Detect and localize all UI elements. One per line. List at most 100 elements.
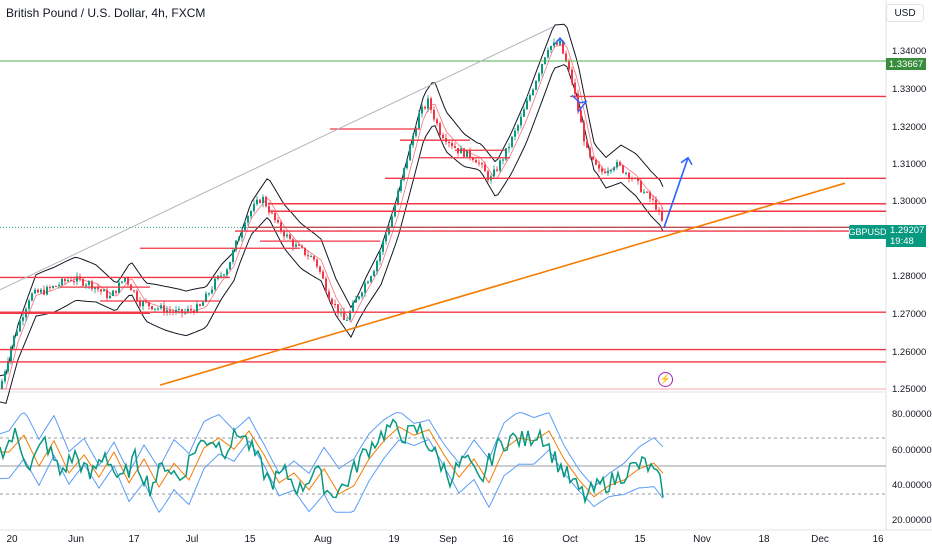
candle-body xyxy=(649,192,651,199)
price-tick: 1.28000 xyxy=(892,271,927,282)
candle-body xyxy=(232,250,234,263)
candle-body xyxy=(535,80,537,90)
candle-body xyxy=(583,122,585,142)
candle-body xyxy=(361,292,363,297)
candle-body xyxy=(322,271,324,279)
candle-body xyxy=(292,239,294,247)
candle-body xyxy=(316,259,318,267)
currency-selector[interactable]: USD xyxy=(886,4,924,22)
candle-body xyxy=(391,216,393,227)
bar-countdown: 19:48 xyxy=(890,236,914,247)
candle-body xyxy=(586,141,588,148)
candle-body xyxy=(307,255,309,257)
candle-body xyxy=(364,283,366,293)
candle-body xyxy=(367,281,369,284)
candle-body xyxy=(298,244,300,246)
last-price-label: 1.29207 19:48 xyxy=(886,225,926,247)
candle-body xyxy=(337,304,339,314)
candle-body xyxy=(595,159,597,165)
candle-body xyxy=(625,172,627,174)
candle-body xyxy=(295,244,297,247)
candle-body xyxy=(604,171,606,174)
candle-body xyxy=(169,310,171,312)
price-tick: 1.26000 xyxy=(892,347,927,358)
symbol-tag: GBPUSD xyxy=(848,225,887,239)
candle-body xyxy=(355,298,357,303)
candle-body xyxy=(166,310,168,313)
candle-body xyxy=(487,171,489,181)
rsi-panel xyxy=(0,412,886,514)
candle-body xyxy=(37,289,39,293)
candle-body xyxy=(370,276,372,282)
time-tick: Jul xyxy=(185,534,199,545)
candle-body xyxy=(235,240,237,251)
uptrend-support-line xyxy=(159,182,846,386)
candle-body xyxy=(205,293,207,303)
time-tick: 16 xyxy=(872,534,884,545)
time-tick: 19 xyxy=(388,534,400,545)
candle-body xyxy=(601,168,603,172)
last-price: 1.29207 xyxy=(890,225,925,236)
candle-body xyxy=(415,128,417,136)
projection-arrows[interactable] xyxy=(554,36,693,228)
candle-body xyxy=(418,113,420,129)
candle-body xyxy=(463,148,465,157)
candle-body xyxy=(7,361,9,372)
candle-body xyxy=(151,306,153,310)
candle-body xyxy=(253,204,255,212)
candle-body xyxy=(229,262,231,270)
candle-body xyxy=(58,284,60,287)
candle-body xyxy=(334,303,336,305)
candle-body xyxy=(127,277,129,285)
candle-body xyxy=(214,278,216,290)
candle-body xyxy=(568,61,570,70)
candle-body xyxy=(505,148,507,160)
time-tick: Aug xyxy=(314,534,332,545)
candle-body xyxy=(475,160,477,163)
candle-body xyxy=(523,109,525,117)
candle-body xyxy=(199,304,201,306)
candle-body xyxy=(19,320,21,332)
price-tick: 1.30000 xyxy=(892,196,927,207)
candle-body xyxy=(154,308,156,310)
rsi-band-upper xyxy=(0,412,664,488)
candle-body xyxy=(628,172,630,179)
rsi-band-lower xyxy=(0,438,664,514)
rsi-line xyxy=(0,418,664,505)
candle-body xyxy=(115,290,117,293)
time-tick: 17 xyxy=(128,534,140,545)
candle-body xyxy=(580,110,582,123)
candle-body xyxy=(271,212,273,214)
projection-arrow xyxy=(663,157,689,228)
candle-body xyxy=(55,285,57,287)
candle-body xyxy=(493,169,495,177)
candle-body xyxy=(163,305,165,313)
candle-body xyxy=(61,278,63,285)
candle-body xyxy=(241,230,243,238)
candle-body xyxy=(610,170,612,172)
candle-body xyxy=(565,53,567,62)
candle-body xyxy=(406,160,408,169)
chart-title: British Pound / U.S. Dollar, 4h, FXCM xyxy=(6,6,206,20)
rsi-tick: 80.00000 xyxy=(892,409,932,420)
candle-body xyxy=(103,289,105,292)
horizontal-levels[interactable] xyxy=(0,60,886,390)
lightning-icon[interactable]: ⚡ xyxy=(658,372,673,387)
candle-body xyxy=(532,89,534,96)
candle-body xyxy=(613,167,615,171)
candle-body xyxy=(574,82,576,94)
candle-body xyxy=(142,301,144,307)
candle-body xyxy=(109,295,111,299)
candle-body xyxy=(304,247,306,256)
band-lower xyxy=(0,64,664,404)
candle-body xyxy=(145,301,147,303)
candle-body xyxy=(640,181,642,193)
rsi-tick: 40.00000 xyxy=(892,480,932,491)
trend-lines[interactable] xyxy=(0,26,846,386)
candle-body xyxy=(589,147,591,157)
candle-body xyxy=(397,190,399,205)
candle-body xyxy=(136,291,138,301)
candle-body xyxy=(421,106,423,114)
candle-body xyxy=(343,311,345,321)
